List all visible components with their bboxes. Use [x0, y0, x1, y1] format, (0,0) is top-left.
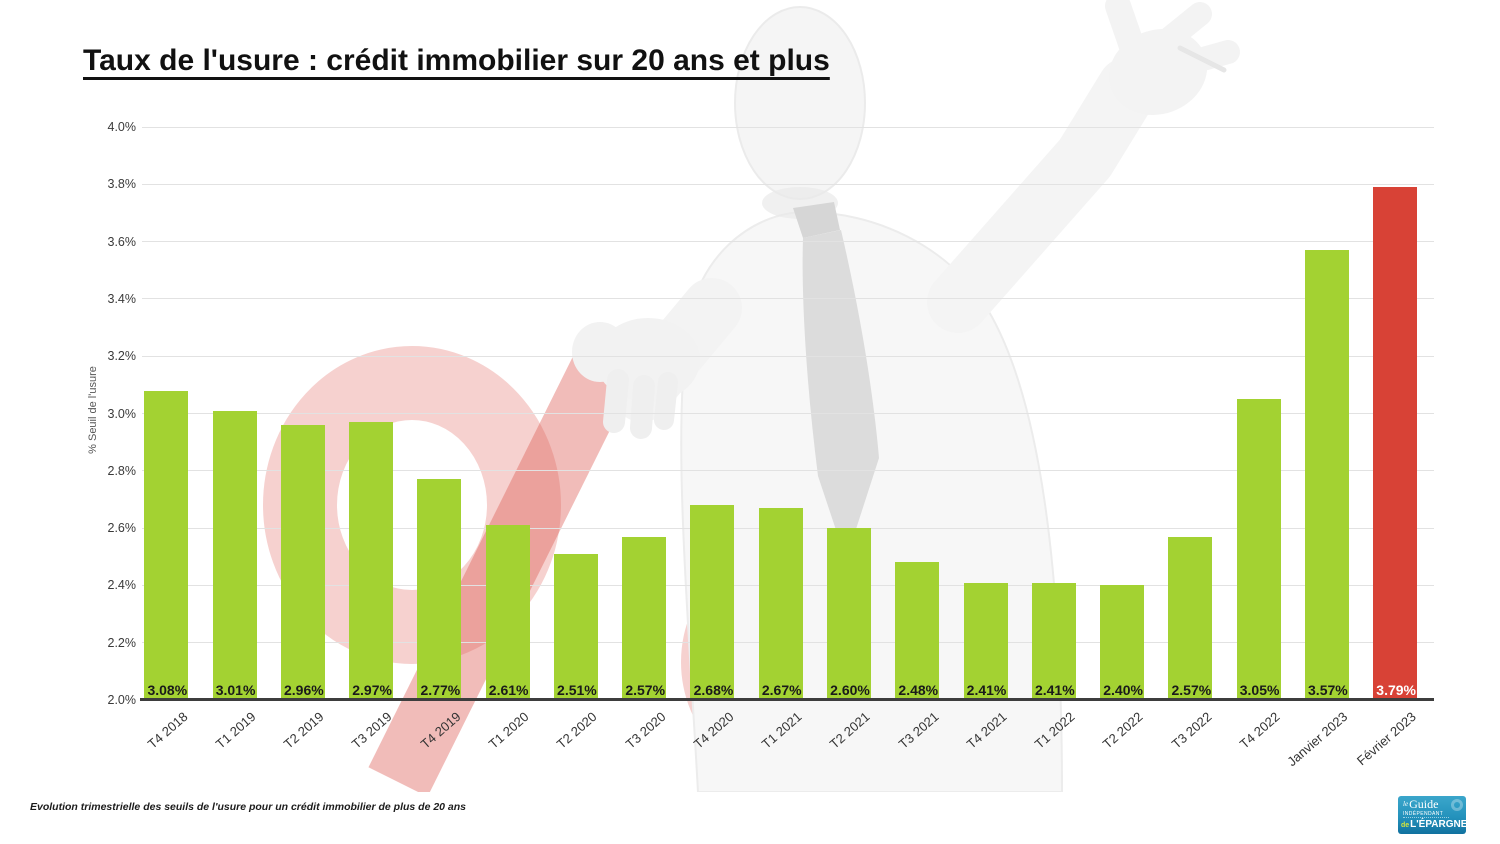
bar-value-label: 2.57% — [1171, 682, 1212, 698]
x-tick-label: T2 2021 — [826, 709, 873, 752]
bar-value-label: 2.97% — [352, 682, 392, 698]
bar — [1304, 250, 1349, 700]
x-tick-label: T2 2019 — [280, 709, 327, 752]
x-tick-label: T1 2019 — [212, 709, 259, 752]
gridline — [142, 183, 1434, 185]
logo-de: de — [1401, 822, 1410, 829]
bar-value-label: 2.51% — [557, 682, 597, 698]
gridline — [142, 126, 1434, 128]
bar-value-label: 3.57% — [1308, 682, 1348, 698]
y-tick-label: 2.6% — [107, 521, 137, 536]
bar-value-label: 3.05% — [1239, 682, 1280, 698]
bar-value-label: 2.60% — [830, 682, 870, 698]
bar — [1031, 582, 1076, 700]
bar — [144, 390, 189, 700]
gridline — [142, 470, 1434, 472]
x-tick-label: T4 2022 — [1236, 709, 1283, 752]
bar — [553, 553, 598, 700]
bar-value-label: 2.48% — [898, 682, 939, 698]
bar-value-label: 3.08% — [147, 682, 188, 698]
bar-value-label: 2.40% — [1103, 682, 1143, 698]
logo-guide: leGuide — [1403, 797, 1439, 811]
x-tick-label: Février 2023 — [1354, 709, 1420, 769]
x-tick-label: T1 2020 — [485, 709, 532, 752]
logo-swirl-icon — [1451, 799, 1463, 811]
bar-value-label: 2.68% — [693, 682, 734, 698]
bar-value-label: 2.57% — [625, 682, 666, 698]
x-tick-label: T4 2018 — [144, 709, 191, 752]
bar — [1236, 399, 1281, 700]
bar-highlighted — [1373, 187, 1418, 700]
bar-value-label: 2.61% — [488, 682, 529, 698]
y-tick-label: 2.2% — [107, 635, 137, 650]
y-tick-label: 3.8% — [107, 177, 137, 192]
gridline — [142, 241, 1434, 243]
y-axis-title: % Seuil de l'usure — [87, 366, 99, 454]
x-tick-label: T4 2020 — [690, 709, 737, 752]
bar-value-label: 2.41% — [966, 682, 1007, 698]
bar — [212, 410, 257, 700]
bar-value-label: 2.41% — [1034, 682, 1075, 698]
bar — [827, 528, 871, 700]
logo-epargne: deL'ÉPARGNE — [1401, 819, 1466, 830]
y-tick-label: 3.2% — [107, 349, 137, 364]
x-tick-label: T2 2022 — [1100, 709, 1146, 752]
bar-value-label: 2.67% — [761, 682, 802, 698]
brand-logo: leGuide INDÉPENDANT deL'ÉPARGNE — [1398, 796, 1466, 834]
x-tick-label: T3 2019 — [349, 709, 395, 752]
bar-value-label: 3.79% — [1376, 682, 1417, 698]
bar-value-label: 3.01% — [215, 682, 256, 698]
logo-le: le — [1403, 800, 1409, 808]
x-tick-label: T3 2021 — [895, 709, 942, 752]
x-axis-line — [140, 698, 1434, 701]
y-tick-label: 3.4% — [107, 291, 137, 306]
bar — [485, 525, 530, 700]
y-tick-label: 4.0% — [107, 120, 137, 134]
logo-independant: INDÉPENDANT — [1403, 811, 1450, 818]
bar — [895, 562, 940, 700]
x-tick-label: T2 2020 — [553, 709, 600, 752]
bar — [280, 424, 325, 700]
bar — [622, 536, 667, 700]
x-tick-label: T4 2019 — [417, 709, 464, 752]
y-tick-label: 3.6% — [107, 234, 137, 249]
bar — [758, 508, 803, 700]
x-tick-label: T1 2022 — [1031, 709, 1078, 752]
x-tick-label: T4 2021 — [963, 709, 1010, 752]
x-tick-label: T3 2020 — [622, 709, 669, 752]
y-tick-label: 2.8% — [107, 463, 137, 478]
x-tick-label: Janvier 2023 — [1284, 709, 1351, 770]
gridline — [142, 355, 1434, 357]
gridline — [142, 298, 1434, 300]
bar — [963, 582, 1008, 700]
bar — [1100, 585, 1145, 700]
bar-value-label: 2.96% — [283, 682, 324, 698]
bar — [417, 479, 462, 700]
chart-caption: Evolution trimestrielle des seuils de l'… — [30, 801, 467, 813]
gridline — [142, 413, 1434, 414]
bar-value-label: 2.77% — [420, 682, 461, 698]
bar — [349, 422, 394, 700]
x-tick-label: T3 2022 — [1168, 709, 1215, 752]
page-title: Taux de l'usure : crédit immobilier sur … — [83, 44, 830, 77]
y-tick-label: 3.0% — [107, 406, 137, 421]
y-tick-label: 2.4% — [107, 578, 137, 593]
x-tick-label: T1 2021 — [758, 709, 805, 752]
bar — [1168, 536, 1213, 700]
y-tick-label: 2.0% — [107, 693, 137, 707]
bar — [690, 505, 735, 700]
